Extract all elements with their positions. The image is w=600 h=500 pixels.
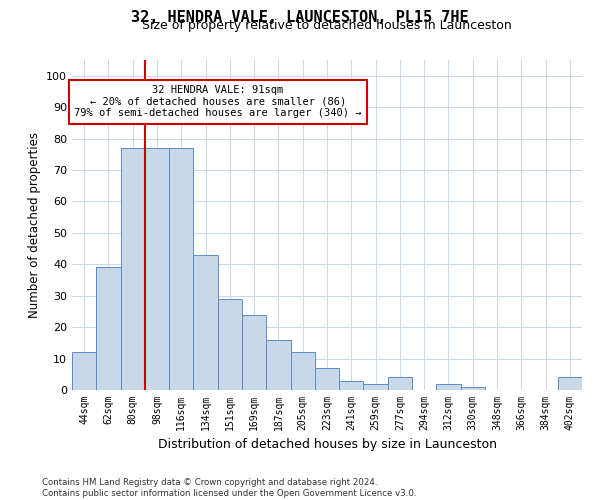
Bar <box>72 352 96 390</box>
Bar <box>193 255 218 390</box>
Text: Contains HM Land Registry data © Crown copyright and database right 2024.
Contai: Contains HM Land Registry data © Crown c… <box>42 478 416 498</box>
Bar <box>266 340 290 390</box>
Title: Size of property relative to detached houses in Launceston: Size of property relative to detached ho… <box>142 20 512 32</box>
Y-axis label: Number of detached properties: Number of detached properties <box>28 132 41 318</box>
Bar <box>242 314 266 390</box>
Text: 32 HENDRA VALE: 91sqm
← 20% of detached houses are smaller (86)
79% of semi-deta: 32 HENDRA VALE: 91sqm ← 20% of detached … <box>74 85 361 118</box>
X-axis label: Distribution of detached houses by size in Launceston: Distribution of detached houses by size … <box>157 438 497 452</box>
Bar <box>558 378 582 390</box>
Bar <box>339 380 364 390</box>
Bar <box>145 148 169 390</box>
Bar <box>121 148 145 390</box>
Bar <box>96 268 121 390</box>
Bar <box>388 378 412 390</box>
Bar <box>218 299 242 390</box>
Bar <box>461 387 485 390</box>
Bar <box>364 384 388 390</box>
Bar <box>315 368 339 390</box>
Bar <box>290 352 315 390</box>
Bar <box>436 384 461 390</box>
Text: 32, HENDRA VALE, LAUNCESTON, PL15 7HE: 32, HENDRA VALE, LAUNCESTON, PL15 7HE <box>131 10 469 25</box>
Bar <box>169 148 193 390</box>
